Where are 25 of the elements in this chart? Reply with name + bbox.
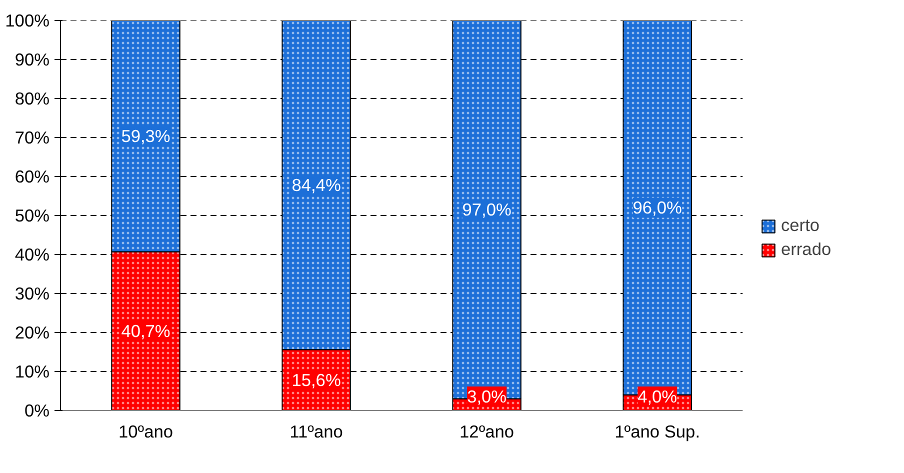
y-tick-label: 0% [24, 400, 50, 420]
data-label: 15,6% [292, 370, 341, 390]
y-tick-label: 60% [14, 166, 50, 186]
data-label: 4,0% [638, 386, 678, 406]
data-label: 96,0% [632, 198, 682, 218]
data-label: 84,4% [292, 175, 341, 196]
x-tick-label: 12ºano [460, 422, 514, 442]
legend-label: errado [781, 239, 832, 260]
data-label: 3,0% [467, 386, 507, 406]
data-label: 59,3% [121, 126, 170, 146]
x-tick-label: 10ºano [118, 422, 174, 442]
x-tick-label: 11ºano [290, 422, 343, 442]
data-label: 97,0% [462, 200, 512, 220]
data-label: 40,7% [121, 321, 170, 342]
y-tick-label: 10% [14, 362, 50, 382]
y-tick-label: 20% [14, 322, 50, 342]
y-tick-label: 70% [14, 128, 50, 148]
y-tick-label: 80% [14, 88, 50, 108]
y-tick-label: 100% [5, 10, 50, 30]
y-tick-label: 40% [14, 244, 50, 264]
x-tick-label: 1ºano Sup. [614, 422, 700, 442]
y-tick-label: 50% [14, 206, 50, 226]
y-tick-label: 90% [14, 50, 50, 70]
legend-label: certo [781, 215, 820, 236]
y-tick-label: 30% [14, 284, 50, 304]
